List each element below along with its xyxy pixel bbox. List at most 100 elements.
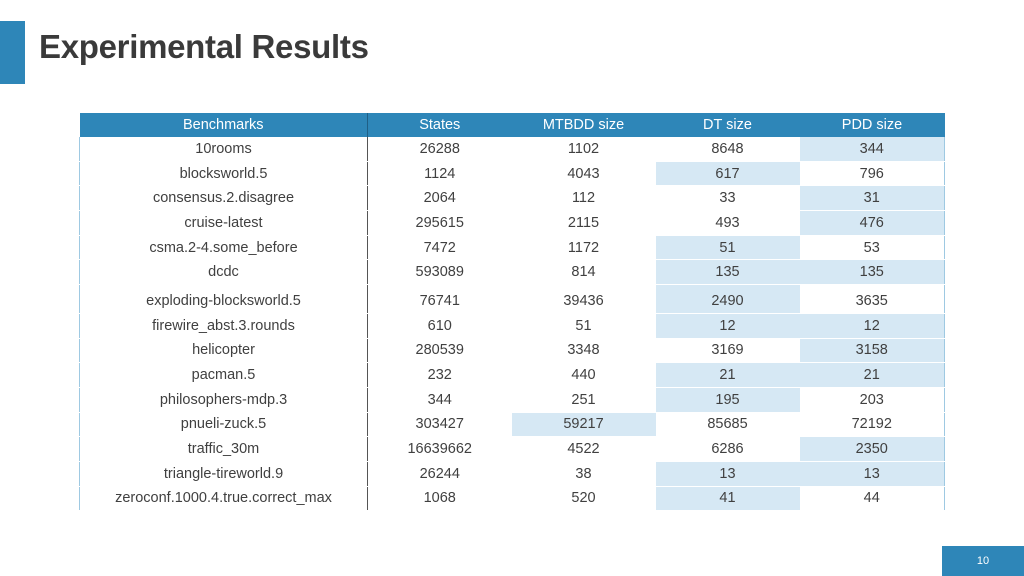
cell-states: 2064	[367, 185, 512, 212]
cell-states: 1124	[367, 161, 512, 187]
cell-states: 26244	[367, 461, 512, 487]
cell-mtbdd-size: 3348	[511, 338, 656, 364]
cell-benchmark: philosophers-mdp.3	[79, 387, 368, 413]
cell-states: 303427	[367, 412, 512, 438]
cell-pdd-size: 44	[799, 486, 945, 512]
cell-benchmark: cruise-latest	[79, 210, 368, 236]
cell-mtbdd-size: 59217	[511, 412, 656, 438]
cell-dt-size: 135	[655, 259, 800, 286]
cell-pdd-size: 3635	[799, 284, 945, 314]
cell-benchmark: zeroconf.1000.4.true.correct_max	[79, 486, 368, 512]
table-header-row: Benchmarks States MTBDD size DT size PDD…	[79, 113, 945, 137]
table-row: pacman.5 232 440 21 21	[79, 362, 945, 388]
table-row: blocksworld.5 1124 4043 617 796	[79, 161, 945, 187]
table-row: zeroconf.1000.4.true.correct_max 1068 520 4…	[79, 486, 945, 512]
cell-states: 280539	[367, 338, 512, 364]
cell-dt-size: 6286	[655, 436, 800, 462]
table-row: cruise-latest 295615 2115 493 476	[79, 210, 945, 236]
cell-mtbdd-size: 1172	[511, 235, 656, 261]
cell-pdd-size: 72192	[799, 412, 945, 438]
cell-benchmark: pnueli-zuck.5	[79, 412, 368, 438]
cell-mtbdd-size: 814	[511, 259, 656, 286]
cell-pdd-size: 53	[799, 235, 945, 261]
cell-dt-size: 12	[655, 313, 800, 339]
cell-dt-size: 13	[655, 461, 800, 487]
cell-mtbdd-size: 38	[511, 461, 656, 487]
cell-mtbdd-size: 39436	[511, 284, 656, 314]
cell-dt-size: 33	[655, 185, 800, 212]
cell-mtbdd-size: 2115	[511, 210, 656, 236]
table-row: philosophers-mdp.3 344 251 195 203	[79, 387, 945, 413]
cell-benchmark: 10rooms	[79, 137, 368, 162]
table-row: dcdc 593089 814 135 135	[79, 259, 945, 286]
title-accent-bar	[0, 21, 25, 84]
cell-mtbdd-size: 4043	[511, 161, 656, 187]
cell-mtbdd-size: 440	[511, 362, 656, 388]
cell-dt-size: 8648	[655, 137, 800, 162]
table-row: 10rooms 26288 1102 8648 344	[79, 137, 945, 162]
cell-pdd-size: 31	[799, 185, 945, 212]
cell-pdd-size: 3158	[799, 338, 945, 364]
cell-mtbdd-size: 4522	[511, 436, 656, 462]
cell-benchmark: firewire_abst.3.rounds	[79, 313, 368, 339]
header-states: States	[367, 113, 512, 137]
cell-dt-size: 2490	[655, 284, 800, 314]
cell-dt-size: 21	[655, 362, 800, 388]
cell-states: 344	[367, 387, 512, 413]
cell-mtbdd-size: 520	[511, 486, 656, 512]
cell-dt-size: 617	[655, 161, 800, 187]
slide-title: Experimental Results	[39, 28, 369, 65]
cell-mtbdd-size: 112	[511, 185, 656, 212]
cell-states: 1068	[367, 486, 512, 512]
cell-pdd-size: 344	[799, 137, 945, 162]
cell-pdd-size: 12	[799, 313, 945, 339]
cell-states: 16639662	[367, 436, 512, 462]
header-dt-size: DT size	[655, 113, 800, 137]
cell-benchmark: pacman.5	[79, 362, 368, 388]
table-body: 10rooms 26288 1102 8648 344 blocksworld.5 1124…	[79, 137, 945, 512]
cell-dt-size: 41	[655, 486, 800, 512]
cell-states: 295615	[367, 210, 512, 236]
cell-pdd-size: 203	[799, 387, 945, 413]
table-row: traffic_30m 16639662 4522 6286 2350	[79, 436, 945, 462]
cell-benchmark: dcdc	[79, 259, 368, 286]
cell-benchmark: csma.2-4.some_before	[79, 235, 368, 261]
cell-pdd-size: 2350	[799, 436, 945, 462]
header-mtbdd-size: MTBDD size	[511, 113, 656, 137]
cell-dt-size: 3169	[655, 338, 800, 364]
cell-states: 593089	[367, 259, 512, 286]
page-number: 10	[942, 546, 1024, 576]
table-row: triangle-tireworld.9 26244 38 13 13	[79, 461, 945, 487]
cell-dt-size: 51	[655, 235, 800, 261]
cell-mtbdd-size: 1102	[511, 137, 656, 162]
cell-benchmark: consensus.2.disagree	[79, 185, 368, 212]
header-pdd-size: PDD size	[799, 113, 945, 137]
header-benchmarks: Benchmarks	[79, 113, 368, 137]
cell-pdd-size: 476	[799, 210, 945, 236]
cell-pdd-size: 135	[799, 259, 945, 286]
cell-dt-size: 85685	[655, 412, 800, 438]
cell-pdd-size: 796	[799, 161, 945, 187]
cell-pdd-size: 21	[799, 362, 945, 388]
cell-mtbdd-size: 51	[511, 313, 656, 339]
table-row: csma.2-4.some_before 7472 1172 51 53	[79, 235, 945, 261]
table-row: firewire_abst.3.rounds 610 51 12 12	[79, 313, 945, 339]
results-table: Benchmarks States MTBDD size DT size PDD…	[79, 113, 945, 512]
cell-states: 76741	[367, 284, 512, 314]
cell-dt-size: 493	[655, 210, 800, 236]
cell-states: 7472	[367, 235, 512, 261]
cell-benchmark: exploding-blocksworld.5	[79, 284, 368, 314]
cell-dt-size: 195	[655, 387, 800, 413]
cell-benchmark: helicopter	[79, 338, 368, 364]
table-row: consensus.2.disagree 2064 112 33 31	[79, 185, 945, 212]
cell-states: 610	[367, 313, 512, 339]
table-row: helicopter 280539 3348 3169 3158	[79, 338, 945, 364]
cell-benchmark: blocksworld.5	[79, 161, 368, 187]
cell-mtbdd-size: 251	[511, 387, 656, 413]
cell-states: 26288	[367, 137, 512, 162]
cell-states: 232	[367, 362, 512, 388]
cell-pdd-size: 13	[799, 461, 945, 487]
table-row: pnueli-zuck.5 303427 59217 85685 72192	[79, 412, 945, 438]
cell-benchmark: triangle-tireworld.9	[79, 461, 368, 487]
cell-benchmark: traffic_30m	[79, 436, 368, 462]
